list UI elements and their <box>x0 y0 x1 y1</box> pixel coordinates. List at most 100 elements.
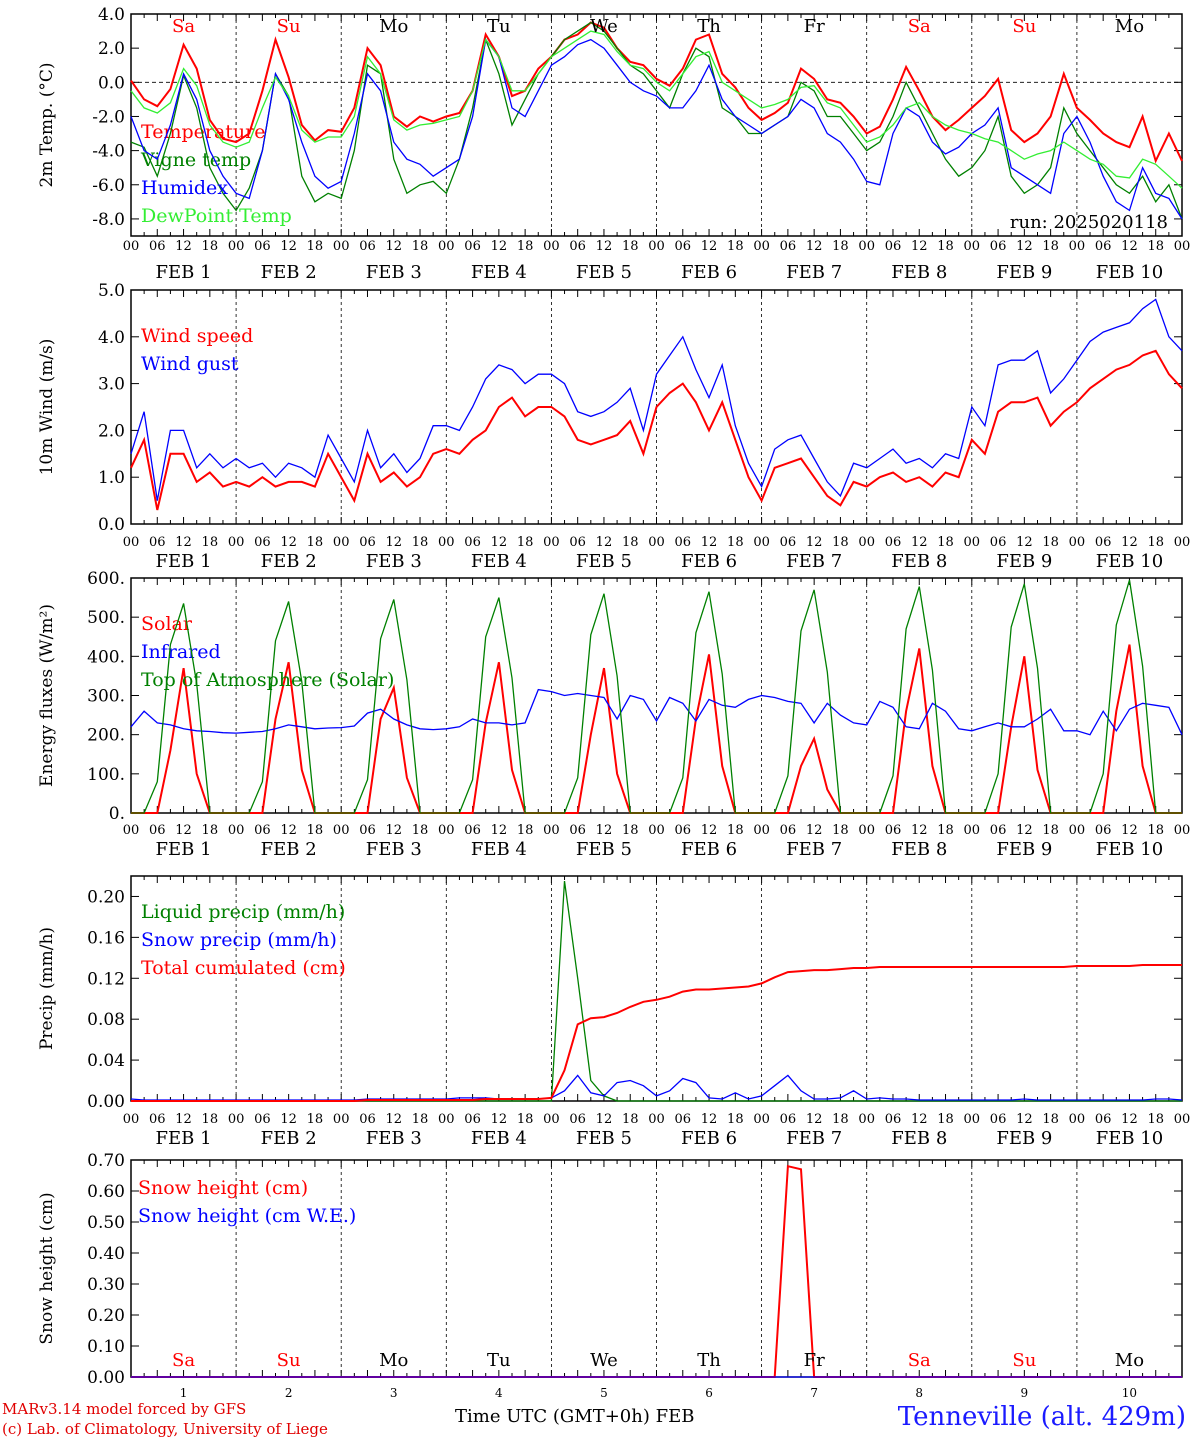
hour-tick-label: 18 <box>412 239 429 254</box>
y-tick-label: 4.0 <box>98 5 125 25</box>
hour-tick-label: 00 <box>438 535 455 550</box>
hour-tick-label: 00 <box>858 823 875 838</box>
hour-tick-label: 12 <box>385 823 402 838</box>
hour-tick-label: 00 <box>333 823 350 838</box>
y-tick-label: 2.0 <box>98 39 125 59</box>
y-axis-label: 2m Temp. (°C) <box>37 62 57 187</box>
hour-tick-label: 18 <box>307 239 324 254</box>
hour-tick-label: 00 <box>858 239 875 254</box>
hour-tick-label: 12 <box>385 239 402 254</box>
date-label: FEB 10 <box>1096 839 1163 860</box>
hour-tick-label: 18 <box>622 535 639 550</box>
y-tick-label: -6.0 <box>92 176 125 196</box>
series-line-wind-speed <box>130 349 1183 511</box>
hour-tick-label: 12 <box>491 239 508 254</box>
hour-tick-label: 00 <box>543 535 560 550</box>
y-tick-label: 500. <box>87 608 125 628</box>
date-label: FEB 7 <box>786 551 842 572</box>
legend-entry: Snow precip (mm/h) <box>141 929 337 951</box>
hour-tick-label: 18 <box>622 1112 639 1127</box>
y-tick-label: 200. <box>87 726 125 746</box>
legend-entry: DewPoint Temp <box>141 205 292 227</box>
hour-tick-label: 18 <box>937 535 954 550</box>
hour-tick-label: 12 <box>1016 1112 1033 1127</box>
hour-tick-label: 12 <box>596 535 613 550</box>
date-label: FEB 8 <box>891 551 947 572</box>
hour-tick-label: 06 <box>464 1112 481 1127</box>
date-label: FEB 10 <box>1096 1128 1163 1149</box>
hour-tick-label: 06 <box>885 823 902 838</box>
time-axis-label: Time UTC (GMT+0h) FEB <box>455 1406 695 1427</box>
hour-tick-label: 12 <box>701 239 718 254</box>
hour-tick-label: 00 <box>1069 239 1086 254</box>
date-label: FEB 4 <box>471 262 527 283</box>
run-annotation: run: 2025020118 <box>1010 212 1168 233</box>
hour-tick-label: 12 <box>806 1112 823 1127</box>
hour-tick-label: 18 <box>202 1112 219 1127</box>
y-tick-label: 4.0 <box>98 328 125 348</box>
hour-tick-label: 18 <box>1042 535 1059 550</box>
y-axis-label: Precip (mm/h) <box>37 927 57 1050</box>
y-tick-label: 300. <box>87 687 125 707</box>
hour-tick-label: 12 <box>491 823 508 838</box>
hour-tick-label: 12 <box>280 823 297 838</box>
date-label: FEB 7 <box>786 262 842 283</box>
y-tick-label: 100. <box>87 765 125 785</box>
hour-tick-label: 12 <box>1016 535 1033 550</box>
hour-tick-label: 00 <box>1069 1112 1086 1127</box>
hour-tick-label: 06 <box>780 239 797 254</box>
hour-tick-label: 12 <box>596 823 613 838</box>
hour-tick-label: 12 <box>280 535 297 550</box>
hour-tick-label: 06 <box>675 823 692 838</box>
hour-tick-label: 06 <box>254 1112 271 1127</box>
hour-tick-label: 18 <box>832 1112 849 1127</box>
day-name-label: We <box>590 1350 618 1371</box>
hour-tick-label: 00 <box>438 823 455 838</box>
day-name-label: Sa <box>172 1350 195 1371</box>
hour-tick-label: 12 <box>175 823 192 838</box>
y-tick-label: 0.04 <box>87 1051 125 1071</box>
day-name-label: Sa <box>908 16 931 37</box>
hour-tick-label: 06 <box>359 823 376 838</box>
legend-entry: Snow height (cm W.E.) <box>138 1205 356 1227</box>
y-tick-label: 0.00 <box>87 1092 125 1112</box>
hour-tick-label: 12 <box>911 535 928 550</box>
credit-line-2: (c) Lab. of Climatology, University of L… <box>2 1420 328 1438</box>
y-tick-label: 400. <box>87 647 125 667</box>
date-label: FEB 7 <box>786 839 842 860</box>
hour-tick-label: 06 <box>149 823 166 838</box>
day-number-label: 2 <box>285 1386 293 1400</box>
hour-tick-label: 06 <box>1095 239 1112 254</box>
hour-tick-label: 18 <box>832 239 849 254</box>
hour-tick-label: 06 <box>149 535 166 550</box>
hour-tick-label: 18 <box>1042 823 1059 838</box>
hour-tick-label: 00 <box>753 1112 770 1127</box>
date-label: FEB 3 <box>366 839 422 860</box>
day-name-label: Tu <box>487 16 511 37</box>
y-tick-label: 0.0 <box>98 73 125 93</box>
legend-entry: Solar <box>141 613 193 635</box>
day-name-label: Fr <box>804 1350 825 1371</box>
hour-tick-label: 18 <box>1147 823 1164 838</box>
date-label: FEB 4 <box>471 839 527 860</box>
hour-tick-label: 00 <box>543 239 560 254</box>
hour-tick-label: 18 <box>1147 239 1164 254</box>
hour-tick-label: 18 <box>412 1112 429 1127</box>
hour-tick-label: 12 <box>175 1112 192 1127</box>
series-line-top-of-atmosphere-solar- <box>131 579 1182 814</box>
legend-entry: Vigne temp <box>140 149 251 171</box>
hour-tick-label: 06 <box>675 535 692 550</box>
hour-tick-label: 12 <box>1121 535 1138 550</box>
hour-tick-label: 06 <box>569 239 586 254</box>
date-label: FEB 9 <box>996 551 1052 572</box>
day-number-label: 6 <box>705 1386 713 1400</box>
day-name-label: Th <box>697 16 721 37</box>
date-label: FEB 4 <box>471 551 527 572</box>
hour-tick-label: 06 <box>885 535 902 550</box>
date-label: FEB 3 <box>366 1128 422 1149</box>
hour-tick-label: 00 <box>333 1112 350 1127</box>
hour-tick-label: 00 <box>858 1112 875 1127</box>
hour-tick-label: 12 <box>1121 239 1138 254</box>
day-name-label: Mo <box>1115 16 1144 37</box>
hour-tick-label: 12 <box>596 239 613 254</box>
